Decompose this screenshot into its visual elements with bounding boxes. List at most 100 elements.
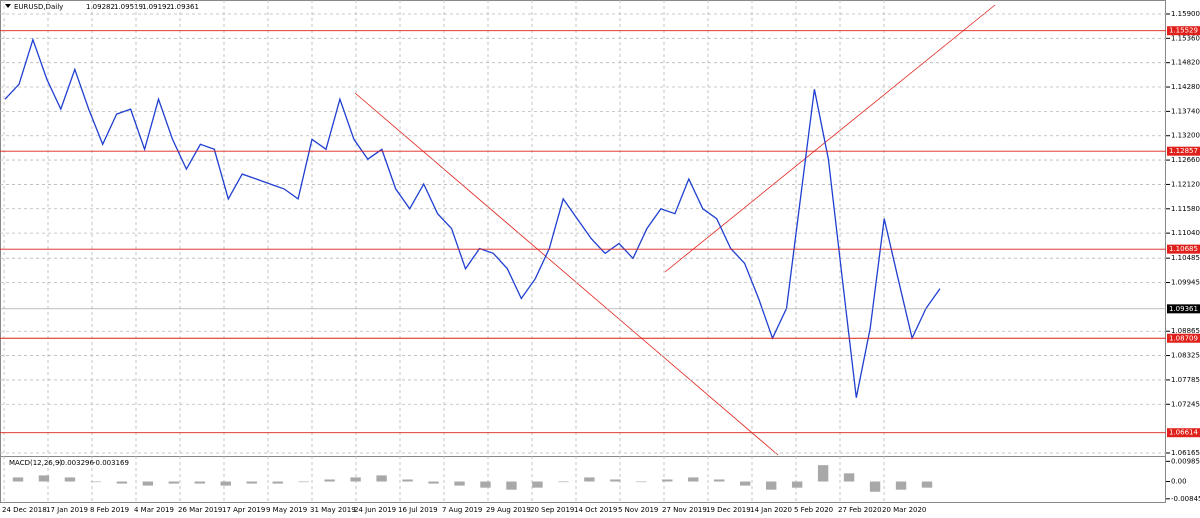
x-tick-label: 27 Nov 2019 [662,506,707,514]
x-tick-label: 14 Oct 2019 [574,506,617,514]
level-tag [1167,428,1200,438]
x-tick-label: 19 Dec 2019 [706,506,751,514]
macd-bar [168,481,180,484]
macd-bar [636,481,647,483]
x-tick-label: 5 Nov 2019 [618,506,658,514]
macd-tick-label: -0.008456 [1171,495,1200,503]
y-tick-label: 1.07245 [1171,400,1200,408]
current-tag [1167,304,1200,314]
x-tick-label: 24 Dec 2018 [2,506,47,514]
macd-reading: -0.003169 [93,459,129,467]
y-tick-label: 1.11040 [1171,229,1200,237]
y-tick-label: 1.15360 [1171,34,1200,42]
level-label: 1.06614 [1169,429,1198,437]
macd-bar [921,481,933,488]
macd-bar [246,481,257,484]
macd-bar [843,473,855,482]
x-tick-label: 29 Aug 2019 [486,506,531,514]
x-tick-label: 31 May 2019 [310,506,356,514]
x-tick-label: 14 Jan 2020 [750,506,792,514]
macd-bar [90,481,102,483]
y-tick-label: 1.13740 [1171,107,1200,115]
y-tick-label: 1.10485 [1171,254,1200,262]
ohlc-value: 1.09361 [170,3,199,11]
x-tick-label: 20 Mar 2020 [882,506,926,514]
y-tick-label: 1.11580 [1171,205,1200,213]
macd-label: MACD(12,26,9) [9,459,62,467]
macd-bar [142,481,154,486]
macd-bar [220,481,231,486]
y-tick-label: 1.12120 [1171,180,1200,188]
level-tag [1167,26,1200,36]
macd-bar [298,481,309,483]
level-label: 1.10685 [1169,245,1198,253]
x-tick-label: 17 Apr 2019 [222,506,265,514]
y-tick-label: 1.06165 [1171,449,1200,457]
ohlc-value: 1.09282 [86,3,115,11]
macd-bar [350,477,361,482]
trendline [354,92,779,456]
x-tick-label: 9 May 2019 [266,506,307,514]
macd-bar [272,481,283,484]
macd-bar [791,481,803,488]
macd-bar [558,481,569,483]
macd-bar [506,481,517,490]
x-tick-label: 7 Aug 2019 [442,506,482,514]
y-tick-label: 1.15900 [1171,10,1200,18]
x-tick-label: 26 Mar 2019 [178,506,222,514]
level-label: 1.08709 [1169,334,1198,342]
level-tag [1167,333,1200,343]
x-tick-label: 16 Jul 2019 [398,506,438,514]
macd-reading: -0.003296 [58,459,94,467]
macd-bar [428,481,439,484]
x-tick-label: 5 Feb 2020 [794,506,833,514]
level-label: 1.12857 [1169,147,1198,155]
current-label: 1.09361 [1169,305,1198,313]
macd-bar [12,477,24,482]
x-tick-label: 24 Jun 2019 [354,506,396,514]
trendline [664,4,996,273]
macd-bar [662,479,673,482]
macd-bar [740,481,751,486]
macd-bar [402,479,413,482]
level-label: 1.15529 [1169,27,1198,35]
x-tick-label: 27 Feb 2020 [838,506,882,514]
x-tick-label: 20 Sep 2019 [530,506,574,514]
macd-bar [324,479,335,482]
y-tick-label: 1.14280 [1171,83,1200,91]
symbol: EURUSD,Daily [14,3,63,11]
y-tick-label: 1.13200 [1171,132,1200,140]
macd-bar [480,481,491,488]
macd-bar [610,479,621,482]
level-tag [1167,146,1200,156]
macd-bar [895,481,907,490]
ohlc-value: 1.09519 [114,3,143,11]
y-tick-label: 1.12660 [1171,156,1200,164]
frame [0,0,1166,503]
y-tick-label: 1.09945 [1171,279,1200,287]
y-tick-label: 1.14820 [1171,59,1200,67]
macd-bar [869,481,881,492]
y-tick-label: 1.08865 [1171,327,1200,335]
macd-bar [714,479,725,482]
macd-bar [38,475,50,482]
y-tick-label: 1.07785 [1171,376,1200,384]
x-tick-label: 17 Jan 2019 [46,506,88,514]
macd-tick-label: 0.00 [1171,478,1187,486]
macd-bar [532,481,543,488]
menu-arrow [5,4,11,8]
macd-bar [765,481,777,490]
macd-bar [584,477,595,482]
ohlc-value: 1.09192 [142,3,171,11]
macd-bar [116,481,128,484]
macd-bar [194,481,205,484]
macd-bar [688,477,699,482]
price-line [4,37,941,398]
macd-bar [817,465,829,482]
macd-tick-label: 0.009854 [1171,457,1200,465]
y-tick-label: 1.08325 [1171,352,1200,360]
x-tick-label: 8 Feb 2019 [90,506,129,514]
macd-bar [454,481,465,486]
macd-bar [64,477,76,482]
